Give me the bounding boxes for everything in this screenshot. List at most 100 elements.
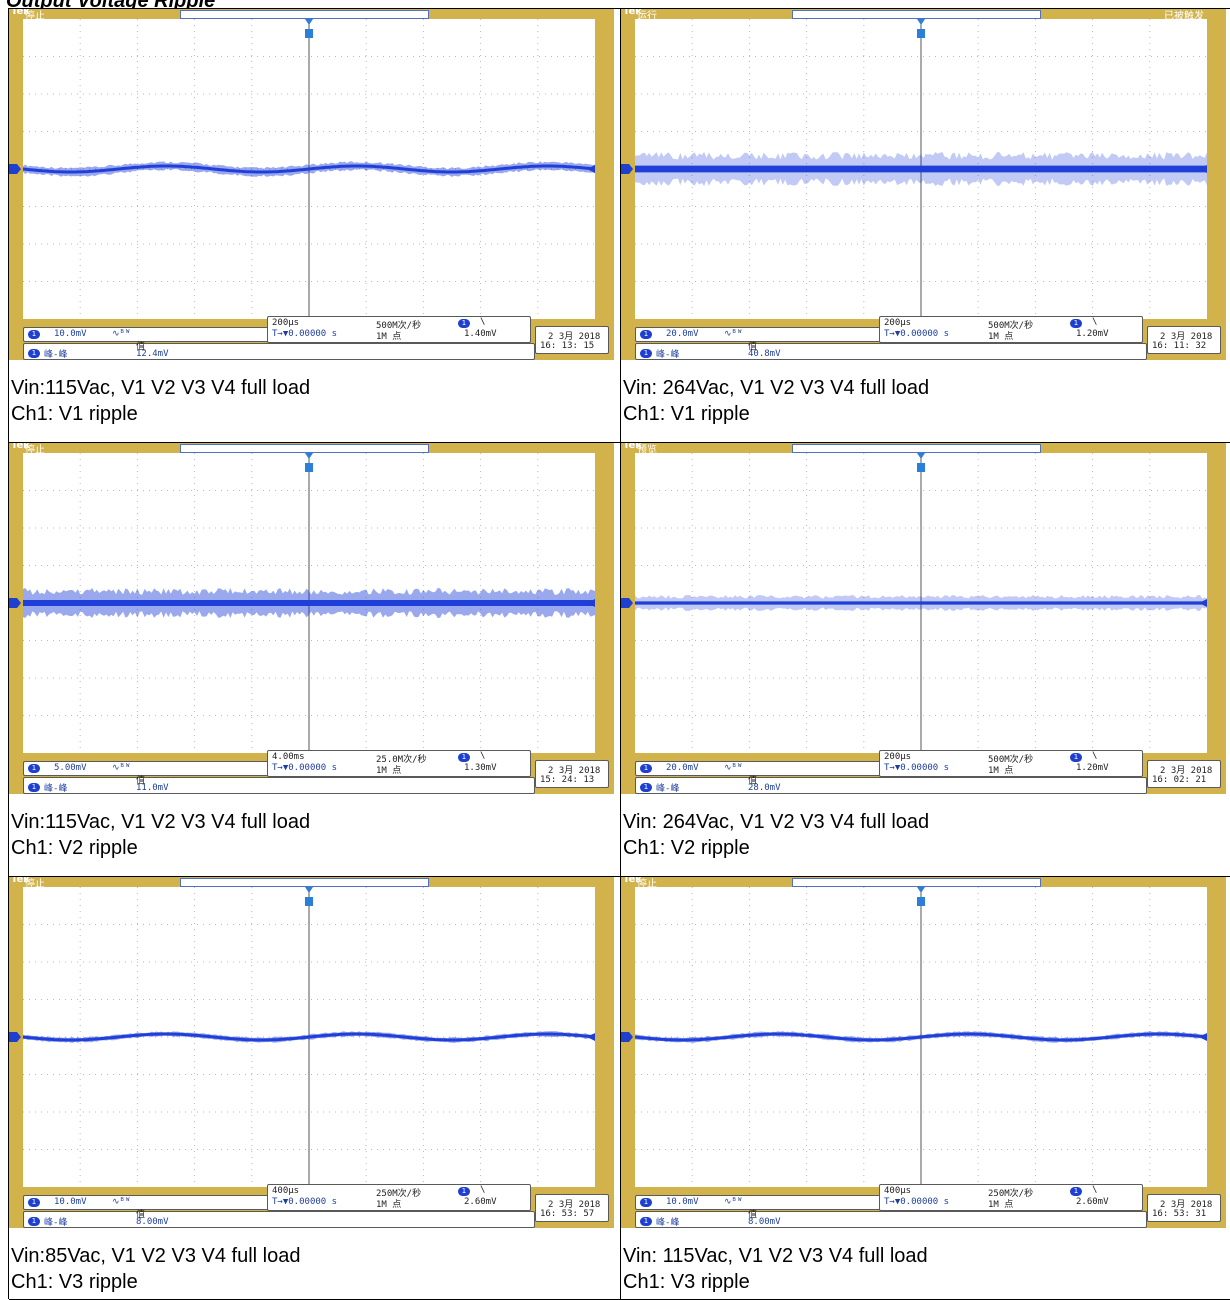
measure-channel-badge: 1 bbox=[28, 783, 40, 792]
channel-1-marker bbox=[621, 1032, 633, 1042]
channel-1-badge: 1 bbox=[28, 764, 40, 773]
record-view-bar bbox=[180, 444, 429, 453]
measurement-value: 12.4mV bbox=[136, 349, 169, 359]
measurement-name: 峰-峰 bbox=[656, 350, 680, 360]
trigger-marker-icon bbox=[305, 897, 313, 906]
waveform-display bbox=[621, 453, 1207, 753]
record-view-bar bbox=[180, 10, 429, 19]
channel-scale: 20.0mV bbox=[666, 329, 699, 339]
scope-cell: Tek 停止 1 10.0mV ∿ᴮᵂ 1 峰-峰 值 8.00mV bbox=[9, 877, 621, 1300]
measurement-value: 8.00mV bbox=[748, 1217, 781, 1227]
sample-rate: 25.0M次/秒 bbox=[376, 755, 427, 765]
trigger-position-marker bbox=[305, 887, 313, 893]
slope-icon: \ bbox=[480, 1185, 486, 1195]
trigger-level-marker bbox=[1199, 599, 1207, 607]
measurement-name: 峰-峰 bbox=[44, 1218, 68, 1228]
horizontal-box: 200µs T→▼0.00000 s 500M次/秒 1M 点 1 \ 1.40… bbox=[267, 316, 531, 343]
trigger-position: T→▼0.00000 s bbox=[884, 329, 950, 339]
channel-caption: Ch1: V1 ripple bbox=[11, 403, 138, 425]
timebase: 200µs bbox=[884, 318, 912, 328]
acquisition-status: 停止 bbox=[25, 11, 45, 22]
trigger-level: 2.60mV bbox=[464, 1197, 497, 1207]
timebase: 4.00ms bbox=[272, 752, 305, 762]
horizontal-box: 200µs T→▼0.00000 s 500M次/秒 1M 点 1 \ 1.20… bbox=[879, 750, 1143, 777]
scope-cell: Tek 停止 1 10.0mV ∿ᴮᵂ 1 峰-峰 值 12.4mV bbox=[9, 9, 621, 443]
trigger-source-badge: 1 bbox=[458, 1187, 470, 1196]
measurement-header: 值 bbox=[748, 1210, 758, 1220]
waveform-display bbox=[621, 19, 1207, 319]
record-view-bar bbox=[792, 10, 1041, 19]
waveform-display bbox=[9, 19, 596, 319]
scope-readout-panel: 1 5.00mV ∿ᴮᵂ 1 峰-峰 值 11.0mV 4.00ms T→▼0.… bbox=[9, 750, 614, 794]
channel-scale-box: 1 20.0mV ∿ᴮᵂ bbox=[635, 327, 881, 342]
test-condition: Vin:115Vac, V1 V2 V3 V4 full load bbox=[11, 811, 311, 833]
horizontal-box: 200µs T→▼0.00000 s 500M次/秒 1M 点 1 \ 1.20… bbox=[879, 316, 1143, 343]
record-length: 1M 点 bbox=[376, 1200, 402, 1210]
trigger-status: 已被触发 bbox=[1164, 11, 1204, 22]
slope-icon: \ bbox=[1092, 1185, 1098, 1195]
channel-caption: Ch1: V2 ripple bbox=[623, 837, 750, 859]
measurement-box: 1 峰-峰 值 8.00mV bbox=[635, 1210, 1147, 1228]
record-length: 1M 点 bbox=[376, 766, 402, 776]
trigger-marker-icon bbox=[917, 897, 925, 906]
trigger-marker-icon bbox=[917, 463, 925, 472]
timebase: 400µs bbox=[272, 1186, 300, 1196]
trigger-position: T→▼0.00000 s bbox=[272, 329, 338, 339]
measurement-header: 值 bbox=[748, 342, 758, 352]
test-condition: Vin: 264Vac, V1 V2 V3 V4 full load bbox=[623, 811, 930, 833]
measurement-value: 28.0mV bbox=[748, 783, 781, 793]
oscilloscope-screenshot: Tek 停止 1 10.0mV ∿ᴮᵂ 1 峰-峰 值 8.00mV bbox=[9, 877, 614, 1228]
trigger-position-marker bbox=[917, 19, 925, 25]
record-length: 1M 点 bbox=[988, 1200, 1014, 1210]
slope-icon: \ bbox=[1092, 751, 1098, 761]
channel-scale: 5.00mV bbox=[54, 763, 87, 773]
measurement-box: 1 峰-峰 值 8.00mV bbox=[23, 1210, 535, 1228]
sample-rate: 250M次/秒 bbox=[988, 1189, 1034, 1199]
trigger-level: 1.30mV bbox=[464, 763, 497, 773]
trigger-marker-icon bbox=[917, 29, 925, 38]
channel-1-badge: 1 bbox=[28, 330, 40, 339]
sample-rate: 500M次/秒 bbox=[988, 755, 1034, 765]
time: 16: 11: 32 bbox=[1152, 341, 1207, 351]
measurement-header: 值 bbox=[748, 776, 758, 786]
channel-scale: 10.0mV bbox=[666, 1197, 699, 1207]
tek-logo: Tek bbox=[623, 9, 642, 17]
record-view-bar bbox=[792, 878, 1041, 887]
date: 2 3月 2018 bbox=[548, 332, 601, 342]
datetime-box: 2 3月 2018 16: 02: 21 bbox=[1147, 760, 1221, 788]
record-length: 1M 点 bbox=[988, 332, 1014, 342]
ripple-trace bbox=[22, 164, 596, 174]
channel-1-marker bbox=[621, 598, 633, 608]
channel-scale: 10.0mV bbox=[54, 1197, 87, 1207]
channel-1-marker bbox=[621, 164, 633, 174]
channel-scale-box: 1 5.00mV ∿ᴮᵂ bbox=[23, 761, 269, 776]
measurement-name: 峰-峰 bbox=[44, 350, 68, 360]
measurement-box: 1 峰-峰 值 12.4mV bbox=[23, 342, 535, 360]
acquisition-status: 预览 bbox=[637, 445, 657, 456]
trigger-level-marker bbox=[587, 165, 595, 173]
test-condition: Vin:115Vac, V1 V2 V3 V4 full load bbox=[11, 377, 311, 399]
scope-readout-panel: 1 10.0mV ∿ᴮᵂ 1 峰-峰 值 8.00mV 400µs T→▼0.0… bbox=[9, 1184, 614, 1228]
coupling-icon: ∿ᴮᵂ bbox=[112, 1197, 131, 1207]
measurement-box: 1 峰-峰 值 11.0mV bbox=[23, 776, 535, 794]
channel-1-badge: 1 bbox=[640, 764, 652, 773]
trigger-source-badge: 1 bbox=[1070, 753, 1082, 762]
channel-caption: Ch1: V3 ripple bbox=[11, 1271, 138, 1293]
horizontal-box: 400µs T→▼0.00000 s 250M次/秒 1M 点 1 \ 2.60… bbox=[267, 1184, 531, 1211]
trigger-icon: T→▼ bbox=[884, 329, 901, 339]
channel-caption: Ch1: V2 ripple bbox=[11, 837, 138, 859]
trigger-icon: T→▼ bbox=[884, 1197, 901, 1207]
oscilloscope-screenshot: Tek 预览 1 20.0mV ∿ᴮᵂ 1 峰-峰 值 28.0mV bbox=[621, 443, 1226, 794]
trigger-position-marker bbox=[305, 19, 313, 25]
coupling-icon: ∿ᴮᵂ bbox=[724, 763, 743, 773]
time: 16: 53: 31 bbox=[1152, 1209, 1207, 1219]
measure-channel-badge: 1 bbox=[640, 1217, 652, 1226]
scope-readout-panel: 1 20.0mV ∿ᴮᵂ 1 峰-峰 值 40.8mV 200µs T→▼0.0… bbox=[621, 316, 1226, 360]
date: 2 3月 2018 bbox=[548, 766, 601, 776]
channel-1-marker bbox=[9, 1032, 21, 1042]
trigger-icon: T→▼ bbox=[272, 1197, 289, 1207]
trigger-position: T→▼0.00000 s bbox=[884, 1197, 950, 1207]
acquisition-status: 停止 bbox=[637, 879, 657, 890]
sample-rate: 500M次/秒 bbox=[988, 321, 1034, 331]
channel-scale: 20.0mV bbox=[666, 763, 699, 773]
